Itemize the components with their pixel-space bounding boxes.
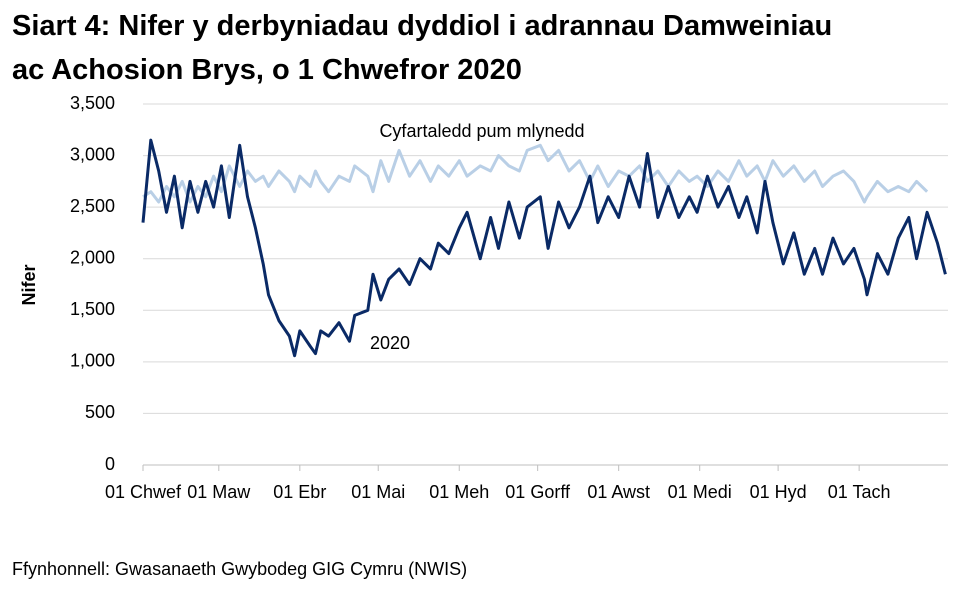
series-line: [141, 138, 947, 358]
y-tick-label: 1,500: [70, 299, 115, 319]
y-tick-label: 2,500: [70, 196, 115, 216]
x-tick-label: 01 Tach: [828, 482, 891, 502]
y-axis-label: Nifer: [19, 264, 39, 305]
x-tick-label: 01 Maw: [187, 482, 251, 502]
x-tick-label: 01 Gorff: [505, 482, 571, 502]
series-label: Cyfartaledd pum mlynedd: [379, 121, 584, 141]
x-tick-label: 01 Mai: [351, 482, 405, 502]
y-tick-label: 1,000: [70, 351, 115, 371]
y-tick-label: 3,000: [70, 144, 115, 164]
y-tick-label: 2,000: [70, 247, 115, 267]
x-tick-label: 01 Medi: [668, 482, 732, 502]
y-tick-label: 3,500: [70, 93, 115, 113]
x-tick-label: 01 Awst: [587, 482, 650, 502]
x-tick-label: 01 Hyd: [750, 482, 807, 502]
x-tick-label: 01 Meh: [429, 482, 489, 502]
source-note: Ffynhonnell: Gwasanaeth Gwybodeg GIG Cym…: [12, 559, 467, 579]
series-line: [142, 143, 929, 204]
series-label: 2020: [370, 333, 410, 353]
y-tick-label: 0: [105, 454, 115, 474]
chart-title: Siart 4: Nifer y derbyniadau dyddiol i a…: [12, 10, 833, 86]
x-tick-label: 01 Ebr: [273, 482, 326, 502]
y-tick-label: 500: [85, 402, 115, 422]
x-tick-label: 01 Chwef: [105, 482, 182, 502]
